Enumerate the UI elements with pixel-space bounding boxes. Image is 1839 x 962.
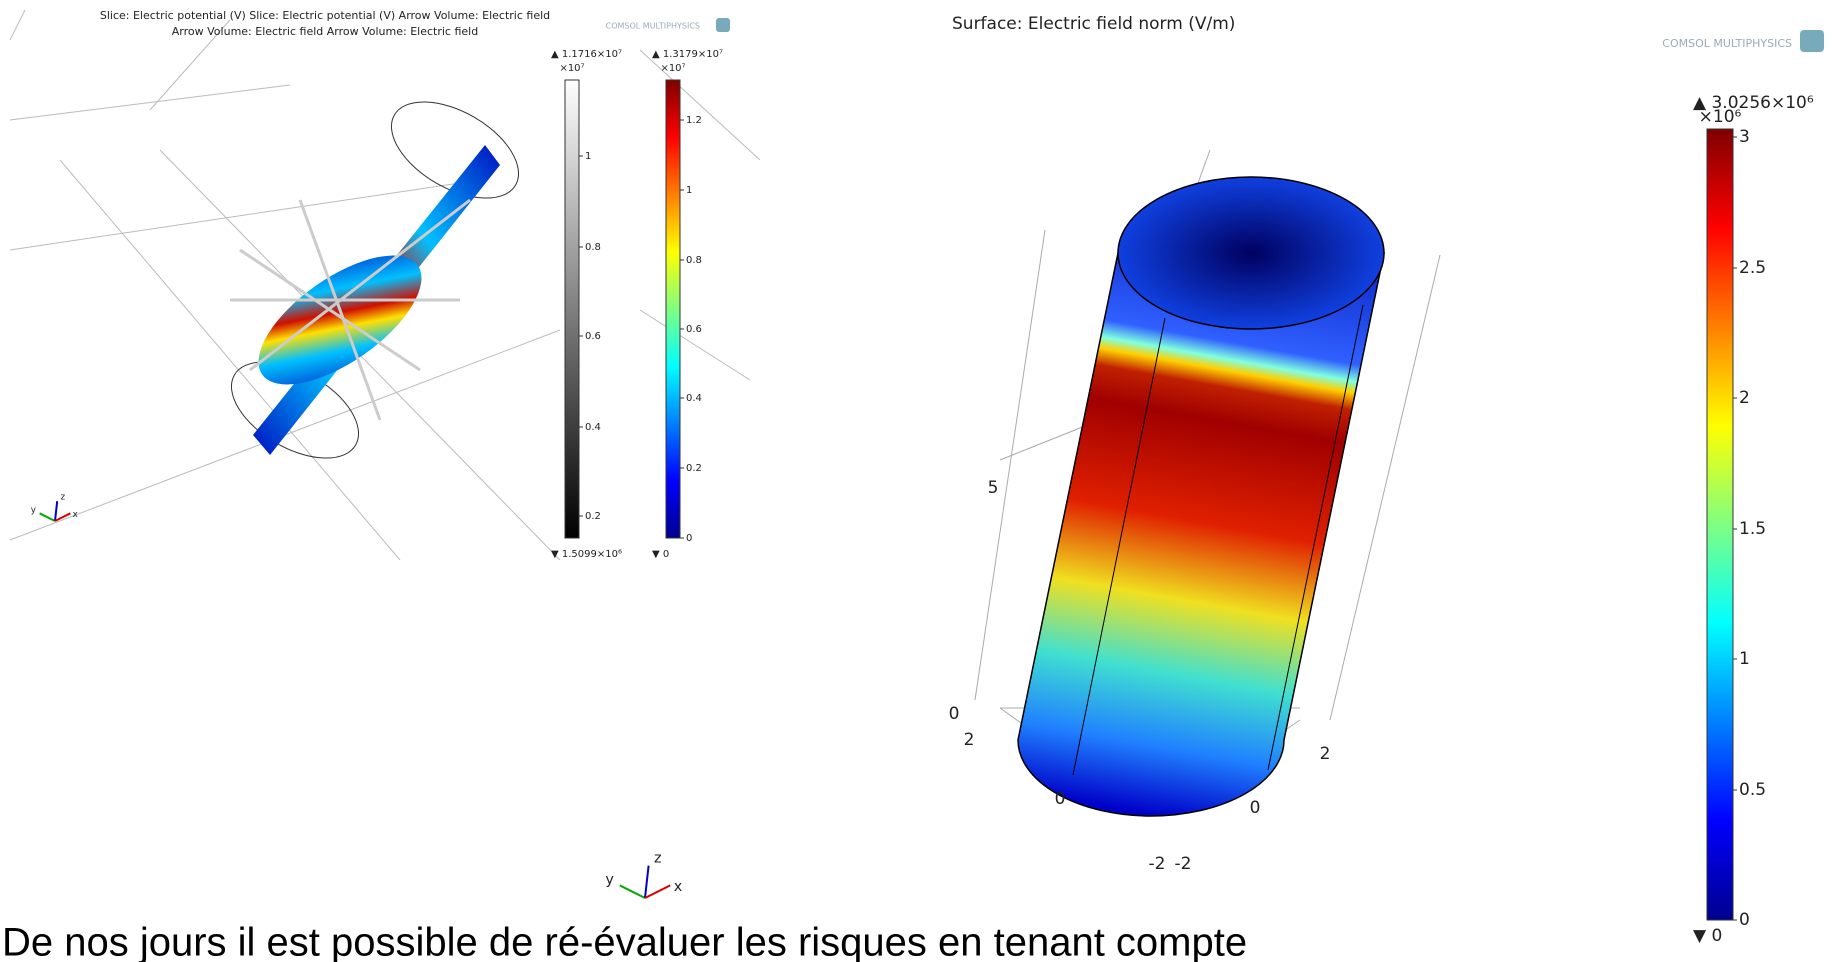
axis-tick-label: 5 (988, 478, 999, 498)
colorbar-tick-label: 0.8 (686, 255, 702, 266)
colorbar-tick-label: 0.6 (686, 324, 702, 335)
colorbar-tick-label: 1 (585, 151, 591, 162)
caption: De nos jours il est possible de ré-évalu… (2, 921, 1247, 962)
slide: De nos jours il est possible de ré-évalu… (0, 0, 1839, 962)
colorbar-tick-label: 0.6 (585, 331, 601, 342)
colorbar-tick-label: 3 (1739, 127, 1750, 147)
axis-tick-label: 0 (1055, 789, 1066, 809)
colorbar-tick-label: 1 (1739, 649, 1750, 669)
axis-tick-label: 0 (949, 704, 960, 724)
axis-tick-label: 2 (1320, 744, 1331, 764)
axis-x (645, 885, 670, 898)
axis-tick-label: -2 (1149, 854, 1166, 874)
axis-z (55, 501, 57, 521)
axis-z (645, 866, 649, 898)
colorbar-min: ▼ 0 (652, 549, 669, 560)
colorbar-tick-label: 0 (1739, 910, 1750, 930)
colorbar-tick-label: 0 (686, 533, 692, 544)
axis-y (40, 513, 55, 521)
colorbar-multiplier: ×10⁶ (1699, 107, 1742, 127)
colorbar (666, 80, 680, 538)
colorbar-multiplier: ×10⁷ (660, 63, 685, 74)
colorbar-tick-label: 0.4 (686, 393, 702, 404)
left-scene (10, 10, 760, 560)
colorbar-multiplier: ×10⁷ (559, 63, 584, 74)
axis-label: z (61, 492, 66, 502)
colorbar-min: ▼ 0 (1693, 926, 1722, 946)
axis-y (620, 885, 645, 898)
colorbar-tick-label: 2.5 (1739, 258, 1766, 278)
colorbar (1707, 129, 1733, 920)
colorbar-tick-label: 0.2 (686, 463, 702, 474)
logo-icon (716, 18, 730, 32)
axis-label: x (674, 879, 683, 895)
logo-icon (1800, 30, 1824, 52)
colorbar-max: ▲ 1.3179×10⁷ (652, 49, 723, 60)
colorbar-tick-label: 0.8 (585, 242, 601, 253)
axis-label: z (654, 850, 662, 866)
plot-title: Arrow Volume: Electric field Arrow Volum… (172, 25, 478, 38)
colorbar-tick-label: 0.4 (585, 422, 601, 433)
right-scene (975, 150, 1440, 816)
logo: COMSOL MULTIPHYSICS (1662, 37, 1792, 50)
axis-tick-label: -2 (1175, 854, 1192, 874)
axis-tick-label: 0 (1250, 798, 1261, 818)
colorbar-tick-label: 0.2 (585, 511, 601, 522)
logo: COMSOL MULTIPHYSICS (606, 22, 700, 31)
colorbar-tick-label: 1 (686, 185, 692, 196)
colorbar-max: ▲ 1.1716×10⁷ (551, 49, 622, 60)
colorbar-tick-label: 2 (1739, 388, 1750, 408)
axis-label: y (31, 506, 36, 516)
colorbar-tick-label: 1.2 (686, 115, 702, 126)
axis-label: y (605, 872, 614, 888)
plot-title: Slice: Electric potential (V) Slice: Ele… (100, 9, 550, 22)
colorbar-tick-label: 0.5 (1739, 780, 1766, 800)
colorbar-min: ▼ 1.5099×10⁶ (551, 549, 622, 560)
axis-label: x (73, 510, 78, 520)
colorbar (565, 80, 579, 538)
axis-tick-label: 2 (964, 730, 975, 750)
colorbar-tick-label: 1.5 (1739, 519, 1766, 539)
plot-title: Surface: Electric field norm (V/m) (952, 14, 1235, 34)
